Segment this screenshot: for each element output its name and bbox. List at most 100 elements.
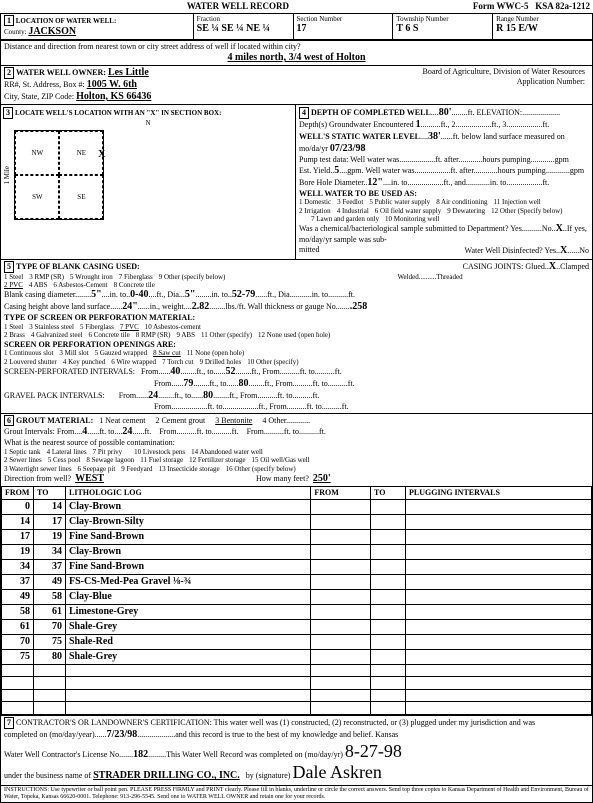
chin: in., weight <box>150 302 184 311</box>
use: WELL WATER TO BE USED AS: <box>299 189 417 198</box>
licv: 182 <box>133 749 148 760</box>
gpi-from1: From <box>119 391 136 400</box>
use7: 7 Lawn and garden only <box>311 215 379 223</box>
hours1: hours pumping <box>482 155 530 164</box>
bore-and: ft., and <box>443 178 465 187</box>
city-val: Holton, KS 66436 <box>76 91 151 102</box>
contam: What is the nearest source of possible c… <box>4 438 175 447</box>
joints-x: X <box>549 261 556 272</box>
feet: How many feet? <box>256 474 309 483</box>
est-v: 5 <box>334 165 339 176</box>
gw1v: 1 <box>416 119 421 130</box>
frac-label: Fraction <box>197 15 220 23</box>
gwft: ft. <box>542 120 549 129</box>
chw: 2.82 <box>192 301 210 312</box>
comp: completed on (mo/day/year) <box>4 730 95 739</box>
county-label: County: <box>4 28 27 36</box>
s4: 4 Galvanized steel <box>31 331 83 339</box>
co11: 11 Fuel storage <box>140 456 183 464</box>
by: by (signature) <box>246 771 291 780</box>
gi-from2: From <box>159 427 176 436</box>
gpm1: gpm <box>555 155 569 164</box>
bcdft: ft., Dia. <box>156 290 180 299</box>
sec-label: Section Number <box>297 15 343 23</box>
bore-into: in. to <box>490 178 506 187</box>
s11: 11 Other (specify) <box>201 331 252 339</box>
recv: 8-27-98 <box>345 741 402 761</box>
bcdto3: in. to <box>312 290 328 299</box>
addr-label: RR#, St. Address, Box #: <box>4 80 85 89</box>
th-from2: FROM <box>311 487 371 500</box>
rng-label: Range Number <box>496 15 539 23</box>
p1: 1 Continuous slot <box>4 349 53 357</box>
p2: 2 Louvered shutter <box>4 358 57 366</box>
feetv: 250' <box>313 473 331 484</box>
g1: 1 Neat cement <box>99 416 145 425</box>
co7: 7 Pit privy <box>93 448 123 456</box>
compv: 7/23/98 <box>107 729 138 740</box>
th-plug: PLUGGING INTERVALS <box>406 487 592 500</box>
city-label: City, State, ZIP Code: <box>4 92 74 101</box>
use4: 4 Industrial <box>337 207 369 215</box>
joints2: Clamped <box>560 262 589 271</box>
spi-from1: From <box>141 367 158 376</box>
s8: 8 RMP (SR) <box>136 331 171 339</box>
x-mark: X <box>98 149 105 161</box>
sec5-num: 5 <box>4 261 14 273</box>
board: Board of Agriculture, Division of Water … <box>422 67 585 76</box>
co9: 9 Feedyard <box>121 465 152 473</box>
g3: 3 Bentonite <box>215 416 252 425</box>
dir: Direction from well? <box>4 474 71 483</box>
bcdto2: in. to <box>211 290 227 299</box>
gpi-f1: 24 <box>148 390 158 401</box>
co14: 14 Abandoned water well <box>191 448 263 456</box>
loc-label: LOCATION OF WATER WELL: <box>16 17 117 25</box>
ch: Casing height above land surface <box>4 302 110 311</box>
est: Est. Yield <box>299 166 330 175</box>
bore-v: 12" <box>367 177 383 188</box>
sw: SW <box>15 175 59 219</box>
sec3-label: LOCATE WELL'S LOCATION WITH AN "X" IN SE… <box>15 109 221 117</box>
c8: 8 Concrete tile <box>114 281 155 289</box>
owner-name: Les Little <box>108 67 149 78</box>
s6: 6 Concrete tile <box>89 331 130 339</box>
p10: 10 Other (specify) <box>247 358 298 366</box>
s1: 1 Steel <box>4 323 23 331</box>
sec7-label: CONTRACTOR'S OR LANDOWNER'S CERTIFICATIO… <box>16 718 535 727</box>
dirv: WEST <box>75 473 104 484</box>
p11: 11 None (open hole) <box>187 349 244 357</box>
uses-row: 1 Domestic 3 Feedlot 5 Public water supp… <box>299 198 589 206</box>
th-from: FROM <box>2 487 34 500</box>
app-label: Application Number: <box>517 77 585 86</box>
s12: 12 None used (open hole) <box>258 331 330 339</box>
nw: NW <box>15 131 59 175</box>
use5: 5 Public water supply <box>369 198 430 206</box>
disinf-no: No <box>579 246 589 255</box>
sig: Dale Askren <box>292 762 381 782</box>
gift: ft. <box>144 427 151 436</box>
co8: 8 Sewage lagoon <box>86 456 134 464</box>
gpi: GRAVEL PACK INTERVALS: <box>4 391 105 400</box>
s9: 9 ABS <box>177 331 195 339</box>
chtxt: lbs./ft. Wall thickness or gauge No. <box>225 302 338 311</box>
bcdv3: 5" <box>185 289 196 300</box>
lic: Water Well Contractor's License No. <box>4 750 121 759</box>
loc-grid: NW NE SW SE X <box>14 130 104 220</box>
th-litho: LITHOLOGIC LOG <box>66 487 311 500</box>
footer: INSTRUCTIONS: Use typewriter or ball poi… <box>1 785 592 802</box>
use10: 10 Monitoring well <box>385 215 439 223</box>
s3: 3 Stainless steel <box>29 323 74 331</box>
sec5-label: TYPE OF BLANK CASING USED: <box>16 262 140 271</box>
sec6-num: 6 <box>4 415 14 427</box>
form-no: Form WWC-5 <box>473 1 529 11</box>
use3: 3 Feedlot <box>337 198 363 206</box>
sec2-num: 2 <box>4 67 14 79</box>
g2: 2 Cement grout <box>155 416 205 425</box>
sec4-label: DEPTH OF COMPLETED WELL <box>311 108 431 117</box>
co15: 15 Oil well/Gas well <box>252 456 310 464</box>
bact: Was a chemical/bacteriological sample su… <box>299 224 522 233</box>
th-to2: TO <box>371 487 406 500</box>
spi-from2: From <box>154 379 171 388</box>
bact-x: X <box>556 223 563 234</box>
dist-val: 4 miles north, 3/4 west of Holton <box>227 52 365 63</box>
